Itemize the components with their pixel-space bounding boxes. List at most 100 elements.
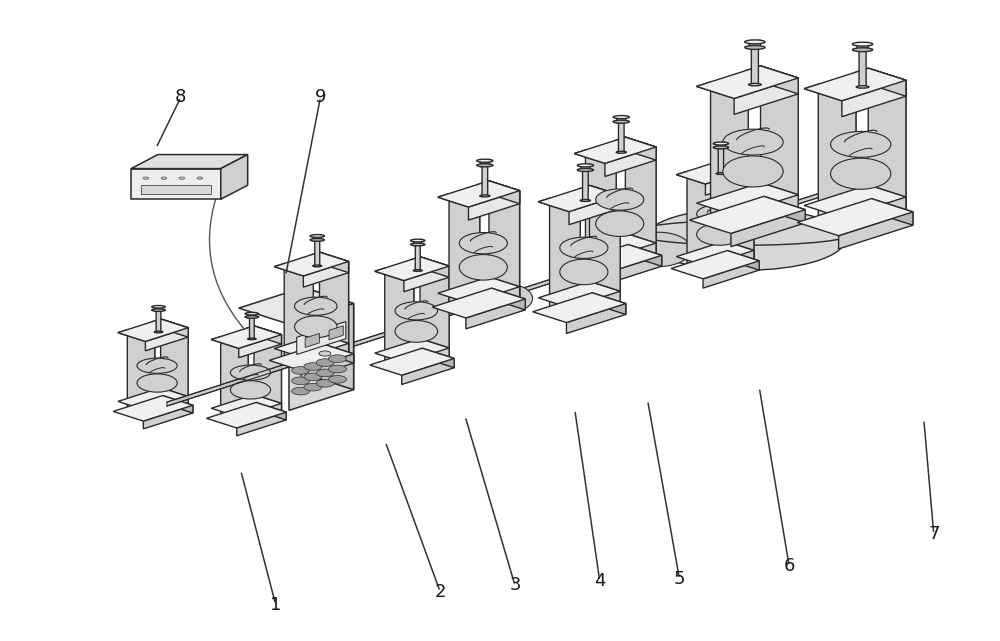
Polygon shape — [868, 185, 906, 213]
Polygon shape — [385, 268, 414, 370]
Polygon shape — [305, 333, 319, 347]
Ellipse shape — [716, 147, 726, 148]
Ellipse shape — [616, 151, 626, 153]
Ellipse shape — [577, 164, 593, 167]
Text: 2: 2 — [434, 583, 446, 601]
Polygon shape — [625, 233, 656, 256]
Polygon shape — [804, 84, 856, 101]
Polygon shape — [127, 329, 155, 417]
Ellipse shape — [197, 177, 203, 179]
Text: 7: 7 — [928, 526, 940, 544]
Text: 6: 6 — [784, 557, 795, 575]
Ellipse shape — [316, 379, 334, 387]
Polygon shape — [274, 334, 349, 358]
Polygon shape — [618, 121, 624, 153]
Ellipse shape — [310, 235, 324, 237]
Polygon shape — [489, 181, 520, 204]
Polygon shape — [410, 257, 449, 269]
Polygon shape — [871, 199, 913, 225]
Ellipse shape — [248, 338, 256, 340]
Polygon shape — [492, 288, 525, 310]
Polygon shape — [705, 169, 754, 196]
Ellipse shape — [245, 312, 259, 315]
Ellipse shape — [245, 315, 259, 319]
Ellipse shape — [856, 49, 869, 51]
Polygon shape — [272, 335, 281, 416]
Ellipse shape — [560, 237, 608, 258]
Text: 8: 8 — [175, 88, 187, 106]
Polygon shape — [375, 338, 449, 362]
Ellipse shape — [310, 238, 324, 241]
Ellipse shape — [152, 306, 165, 308]
Polygon shape — [489, 181, 520, 300]
Polygon shape — [725, 241, 754, 262]
Polygon shape — [605, 243, 656, 272]
Ellipse shape — [745, 40, 765, 44]
Polygon shape — [221, 154, 248, 199]
Polygon shape — [420, 338, 449, 359]
Polygon shape — [211, 395, 281, 417]
Polygon shape — [725, 159, 754, 179]
Polygon shape — [696, 82, 748, 99]
Ellipse shape — [577, 169, 593, 172]
Polygon shape — [315, 239, 320, 267]
Polygon shape — [734, 78, 798, 114]
Polygon shape — [731, 210, 805, 247]
Polygon shape — [420, 257, 449, 278]
Polygon shape — [402, 358, 454, 385]
Polygon shape — [717, 142, 725, 149]
Bar — [141, 185, 211, 194]
Polygon shape — [303, 273, 313, 369]
Ellipse shape — [480, 195, 490, 197]
Polygon shape — [676, 241, 754, 266]
Ellipse shape — [852, 42, 873, 46]
Polygon shape — [569, 208, 580, 320]
Text: 3: 3 — [509, 576, 521, 594]
Polygon shape — [614, 137, 656, 151]
Polygon shape — [589, 281, 620, 304]
Ellipse shape — [292, 377, 310, 385]
Polygon shape — [676, 159, 754, 184]
Polygon shape — [310, 252, 349, 265]
Polygon shape — [438, 194, 480, 207]
Ellipse shape — [230, 365, 271, 380]
Ellipse shape — [295, 316, 337, 338]
Polygon shape — [689, 196, 805, 233]
Polygon shape — [842, 197, 906, 233]
Polygon shape — [145, 397, 188, 420]
Ellipse shape — [137, 374, 177, 392]
Polygon shape — [375, 268, 414, 281]
Ellipse shape — [161, 177, 167, 179]
Polygon shape — [239, 403, 281, 426]
Polygon shape — [375, 257, 449, 281]
Ellipse shape — [313, 265, 322, 267]
Polygon shape — [489, 277, 520, 300]
Polygon shape — [868, 68, 906, 96]
Polygon shape — [329, 326, 343, 340]
Ellipse shape — [613, 115, 629, 119]
Polygon shape — [602, 255, 662, 285]
Polygon shape — [859, 49, 866, 88]
Polygon shape — [478, 181, 520, 194]
Ellipse shape — [856, 86, 869, 88]
Polygon shape — [569, 291, 620, 320]
Polygon shape — [718, 147, 724, 174]
Polygon shape — [734, 195, 798, 231]
Polygon shape — [161, 319, 188, 337]
Polygon shape — [761, 183, 798, 211]
Polygon shape — [589, 185, 620, 208]
Polygon shape — [609, 196, 620, 308]
Polygon shape — [420, 257, 449, 359]
Polygon shape — [482, 165, 488, 197]
Polygon shape — [605, 147, 656, 176]
Ellipse shape — [328, 376, 346, 383]
Polygon shape — [303, 262, 349, 287]
Polygon shape — [854, 68, 906, 85]
Polygon shape — [727, 251, 759, 270]
Polygon shape — [155, 306, 162, 312]
Polygon shape — [313, 235, 321, 241]
Ellipse shape — [476, 283, 533, 313]
Ellipse shape — [697, 204, 742, 223]
Ellipse shape — [304, 363, 322, 370]
Polygon shape — [161, 319, 188, 406]
